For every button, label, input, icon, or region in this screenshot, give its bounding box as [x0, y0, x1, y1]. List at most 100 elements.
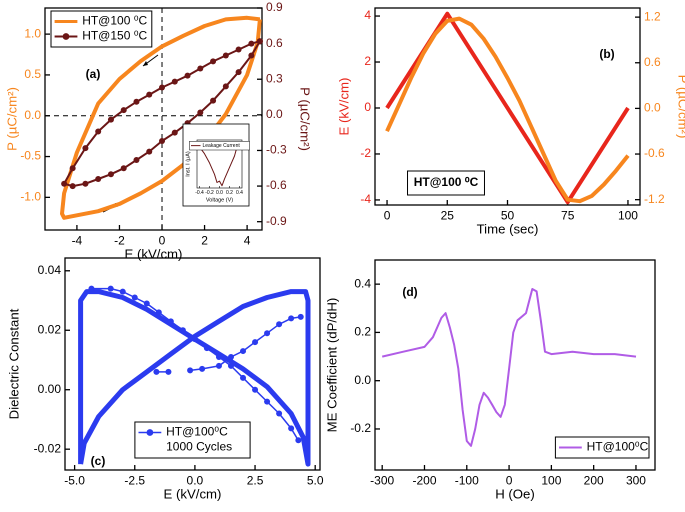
series-line — [381, 288, 637, 447]
y-tick-label: 0.5 — [24, 67, 41, 81]
data-point — [153, 368, 160, 375]
legend-box — [50, 10, 153, 48]
x-tick-label: -5.0 — [64, 474, 85, 488]
x-tick-label: 2.5 — [247, 474, 264, 488]
data-point — [227, 354, 234, 361]
y-axis-label: P (µC/cm²) — [4, 87, 19, 151]
x-tick-label: 5.0 — [307, 474, 324, 488]
series-line — [78, 289, 311, 467]
y2-axis-label: P (µC/cm²) — [676, 75, 685, 139]
y-tick-label: 0.4 — [354, 276, 371, 290]
x-tick-label: -0.4 — [195, 190, 204, 196]
x-tick-label: 0.0 — [187, 474, 204, 488]
x-tick-label: -2 — [114, 234, 125, 248]
data-point — [133, 98, 140, 105]
data-point — [171, 129, 178, 136]
data-point — [146, 91, 153, 98]
y2-tick-label: 0.0 — [644, 101, 661, 115]
arrow-head — [143, 61, 148, 66]
x-tick-label: 200 — [584, 474, 604, 488]
legend-box — [189, 141, 250, 151]
data-point — [187, 367, 194, 374]
data-point — [235, 69, 242, 76]
x-axis-label: Voltage (V) — [206, 197, 233, 203]
y2-tick-label: 0.0 — [266, 107, 283, 121]
data-point — [120, 165, 127, 172]
data-point — [120, 107, 127, 114]
y-tick-label: 0.02 — [38, 322, 62, 336]
inset-background — [182, 123, 250, 207]
data-point — [119, 288, 126, 295]
data-point — [252, 386, 259, 393]
data-point — [227, 362, 234, 369]
y2-tick-label: -0.3 — [266, 143, 287, 157]
y-axis-label: Inst. I (µA) — [185, 151, 191, 177]
series-line — [199, 144, 240, 187]
data-point — [240, 348, 247, 355]
data-point — [107, 116, 114, 123]
data-point — [159, 137, 166, 144]
data-point — [295, 437, 302, 444]
x-tick-label: 4 — [244, 234, 251, 248]
data-point — [171, 78, 178, 85]
data-point — [69, 165, 76, 172]
y2-tick-label: 0.6 — [644, 55, 661, 69]
x-tick-label: 2 — [201, 234, 208, 248]
y-axis-label: Dielectric Constant — [6, 308, 21, 419]
y-tick-label: -0.02 — [34, 441, 62, 455]
y-tick-label: 2 — [364, 54, 371, 68]
x-tick-label: -0.2 — [205, 190, 214, 196]
plot-frame — [64, 257, 321, 471]
x-axis-label: Time (sec) — [477, 221, 539, 236]
data-point — [197, 109, 204, 116]
y2-tick-label: 1.2 — [644, 9, 661, 23]
y-tick-label: 0.2 — [354, 325, 371, 339]
data-point — [222, 83, 229, 90]
x-tick-label: 0 — [384, 209, 391, 223]
y2-tick-label: -1.2 — [644, 192, 665, 206]
data-point — [210, 97, 217, 104]
legend-label: HT@100 ⁰C — [82, 14, 147, 28]
y-tick-label: -2 — [360, 146, 371, 160]
x-tick-label: 0.2 — [226, 190, 233, 196]
data-point — [165, 368, 172, 375]
legend-note: 1000 Cycles — [166, 440, 232, 454]
panel-tag: (b) — [599, 47, 614, 61]
data-point — [235, 46, 242, 53]
y-tick-label: 0.04 — [38, 263, 62, 277]
data-point — [146, 148, 153, 155]
legend-marker — [146, 429, 154, 436]
x-axis-label: H (Oe) — [495, 486, 535, 501]
y-axis-label: E (kV/cm) — [336, 78, 351, 136]
data-point — [276, 321, 283, 328]
y-tick-label: -4 — [360, 192, 371, 206]
data-point — [264, 398, 271, 405]
data-point — [276, 410, 283, 417]
data-point — [203, 345, 210, 352]
series-line — [385, 11, 630, 205]
data-point — [184, 72, 191, 79]
y2-tick-label: 0.6 — [266, 36, 283, 50]
panel-tag: (d) — [402, 285, 417, 299]
y-tick-label: 0.0 — [24, 108, 41, 122]
legend-label: HT@100⁰C — [587, 440, 649, 454]
data-point — [167, 318, 174, 325]
plot-frame — [374, 259, 656, 471]
data-point — [252, 339, 259, 346]
annotation-box — [407, 170, 485, 196]
data-point — [264, 330, 271, 337]
data-point — [240, 374, 247, 381]
data-point — [95, 175, 102, 182]
data-point — [288, 425, 295, 432]
legend-marker — [62, 33, 70, 40]
data-point — [288, 315, 295, 322]
y-tick-label: 0.00 — [38, 382, 62, 396]
x-tick-label: -4 — [72, 234, 83, 248]
legend-box — [554, 436, 650, 459]
data-point — [155, 309, 162, 316]
data-point — [248, 40, 255, 47]
data-point — [197, 65, 204, 72]
data-point — [61, 180, 68, 187]
data-point — [191, 336, 198, 343]
